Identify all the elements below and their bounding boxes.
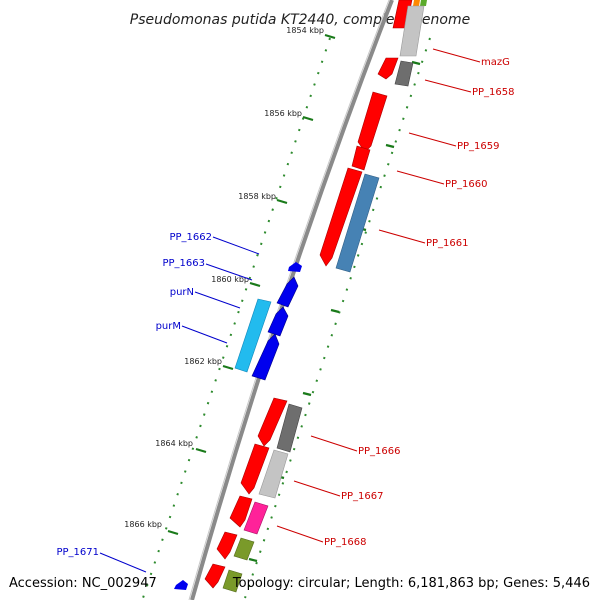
scale-tick-1860 <box>249 281 261 288</box>
gene-pp1662 <box>288 262 302 272</box>
gene-mazg <box>399 5 425 57</box>
scale-ticks <box>167 33 336 536</box>
gene-pp1661 <box>319 167 363 267</box>
scale-label-1856: 1856 kbp <box>264 109 302 118</box>
accession-text: Accession: NC_002947 <box>9 576 157 591</box>
gene-pp1667a <box>240 443 270 495</box>
gene-pp1668a <box>229 495 253 528</box>
forward-labels: mazG PP_1658 PP_1659 PP_1660 PP_1661 PP_… <box>324 57 515 548</box>
gene-pp1658 <box>394 60 414 87</box>
scale-label-1866: 1866 kbp <box>124 520 162 529</box>
gene-pp1668 <box>243 501 269 535</box>
scale-tick-1862 <box>222 364 234 371</box>
label-purn: purN <box>170 287 194 298</box>
gene-pp1663 <box>276 276 299 308</box>
scale-label-1854: 1854 kbp <box>286 26 324 35</box>
scale-tick-1864 <box>195 447 207 454</box>
gene-pp1660a <box>351 145 371 171</box>
label-pp1666: PP_1666 <box>358 446 401 457</box>
label-mazg: mazG <box>481 57 510 68</box>
label-pp1671: PP_1671 <box>56 547 99 558</box>
label-pp1660: PP_1660 <box>445 179 488 190</box>
gene-pp1659 <box>357 91 388 153</box>
gene-red-small-2 <box>216 531 238 560</box>
dotted-guide-inner <box>244 37 431 599</box>
reverse-leader-lines <box>99 236 260 573</box>
label-pp1659: PP_1659 <box>457 141 500 152</box>
gene-olive-1 <box>233 537 255 561</box>
gene-olive-2 <box>222 569 243 593</box>
gene-pp1661-steel <box>335 173 380 273</box>
scale-tick-1866 <box>167 529 179 536</box>
gene-red-small-1 <box>377 57 399 80</box>
gene-purm <box>251 333 280 381</box>
scale-label-1858: 1858 kbp <box>238 192 276 201</box>
scale-tick-1858 <box>276 198 288 205</box>
forward-leader-lines <box>276 48 481 543</box>
gene-red-small-3 <box>204 563 226 589</box>
gene-top-green <box>420 0 427 6</box>
topology-text: Topology: circular; Length: 6,181,863 bp… <box>232 576 590 591</box>
scale-labels: 1854 kbp 1856 kbp 1858 kbp 1860 kbp 1862… <box>124 26 324 529</box>
gene-pp1667 <box>258 449 289 499</box>
gene-pp1671 <box>174 580 188 590</box>
scale-label-1862: 1862 kbp <box>184 357 222 366</box>
label-pp1661: PP_1661 <box>426 238 469 249</box>
reverse-labels: PP_1662 PP_1663 purN purM PP_1671 <box>56 232 212 558</box>
scale-label-1860: 1860 kbp <box>211 275 249 284</box>
forward-strand-features <box>204 0 427 593</box>
reverse-strand-features <box>174 262 302 590</box>
label-pp1662: PP_1662 <box>169 232 212 243</box>
scale-tick-1856 <box>302 115 314 122</box>
label-pp1663: PP_1663 <box>162 258 205 269</box>
gene-purm-cyan <box>234 298 272 373</box>
gene-top-orange <box>413 0 420 6</box>
scale-tick-1854 <box>324 33 336 40</box>
label-purm: purM <box>156 321 181 332</box>
label-pp1668: PP_1668 <box>324 537 367 548</box>
gene-purn <box>267 306 289 337</box>
gene-pp1666 <box>276 403 303 453</box>
label-pp1667: PP_1667 <box>341 491 384 502</box>
scale-label-1864: 1864 kbp <box>155 439 193 448</box>
gene-pp1666a <box>257 397 288 447</box>
label-pp1658: PP_1658 <box>472 87 515 98</box>
